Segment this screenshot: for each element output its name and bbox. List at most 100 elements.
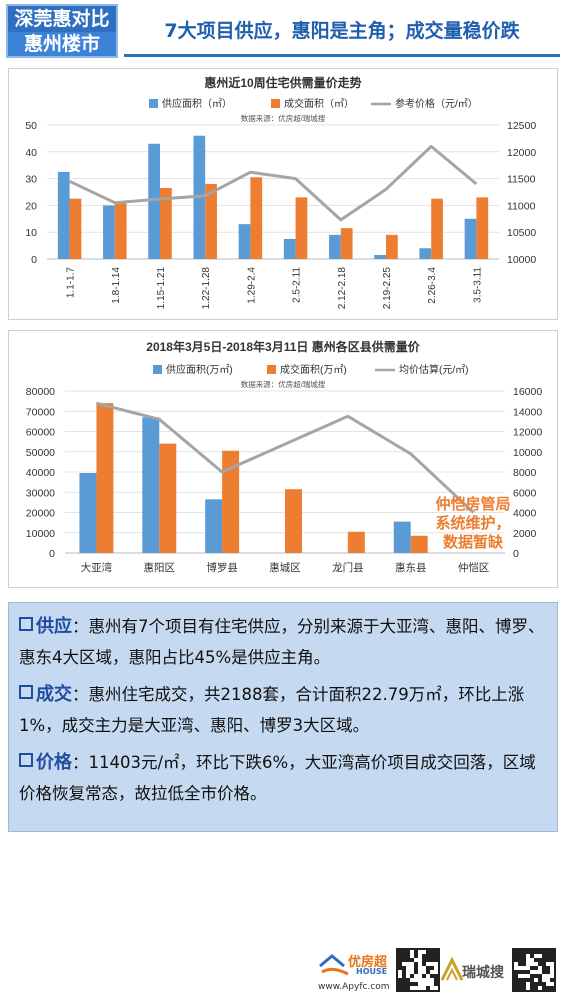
legend-label: 成交面积（㎡） [284, 97, 354, 110]
legend-label: 参考价格（元/㎡） [395, 97, 478, 110]
district-chart-panel: 2018年3月5日-2018年3月11日 惠州各区县供需量价 供应面积(万㎡) 成交… [8, 330, 558, 588]
qr-module [426, 986, 430, 990]
qr-module [434, 950, 438, 954]
bar [160, 187, 172, 259]
qr-module [538, 962, 542, 966]
qr-module [534, 950, 538, 954]
deal-summary: 成交：惠州住宅成交，共2188套，合计面积22.79万㎡，环比上涨1%，成交主力… [19, 679, 547, 741]
supply-summary: 供应：惠州有7个项目有住宅供应，分别来源于大亚湾、惠阳、博罗、惠东4大区域，惠阳… [19, 611, 547, 673]
y-tick-right: 10000 [513, 447, 542, 459]
bar [148, 143, 160, 259]
logo2-name: 瑞城搜 [462, 965, 504, 981]
header: 深莞惠对比 惠州楼市 7大项目供应，惠阳是主角；成交量稳价跌 [0, 0, 566, 62]
bar [410, 535, 428, 553]
title-underline [124, 54, 560, 57]
y-tick-left: 10000 [26, 528, 55, 540]
qr-module [514, 958, 518, 962]
qr-module [402, 954, 406, 958]
logo1-name: 优房超 [348, 955, 388, 970]
qr-module [526, 950, 530, 954]
qr-module [410, 958, 414, 962]
qr-module [406, 950, 410, 954]
qr-module [414, 950, 418, 954]
qr-module [538, 974, 542, 978]
qr-module [542, 958, 546, 962]
website-url: www.Apyfc.com [318, 982, 390, 992]
qr-module [526, 978, 530, 982]
y-tick-right: 4000 [513, 508, 537, 520]
qr-module [410, 982, 414, 986]
qr-module [514, 954, 518, 958]
legend-label: 供应面积（㎡） [162, 97, 232, 110]
bar [205, 183, 217, 259]
qr-module [522, 958, 526, 962]
y-tick-right: 12500 [507, 120, 536, 132]
bar [285, 489, 302, 553]
qr-module [530, 950, 534, 954]
qr-module [546, 950, 550, 954]
bar [69, 198, 82, 259]
qr-module [518, 982, 522, 986]
qr-module [522, 962, 526, 966]
x-tick-label: 惠东县 [395, 561, 427, 574]
y-tick-right: 14000 [513, 406, 542, 418]
qr-module [406, 982, 410, 986]
bar [329, 234, 341, 259]
annotation-text: 仲恺房管局 [435, 495, 510, 513]
qr-module [426, 950, 430, 954]
qr-module [402, 958, 406, 962]
x-tick-label: 2.5-2.11 [292, 267, 303, 303]
qr-module [422, 958, 426, 962]
qr-module [522, 986, 526, 990]
bar [142, 417, 160, 553]
price-line [96, 401, 475, 514]
qr-module [434, 974, 438, 978]
qr-module [522, 970, 526, 974]
qr-module [530, 974, 534, 978]
qr-module [522, 954, 526, 958]
bar [103, 205, 115, 259]
qr-module [422, 962, 426, 966]
bar [295, 197, 308, 259]
qr-module [402, 970, 406, 974]
bar [96, 403, 114, 553]
qr-module [514, 978, 518, 982]
qr-module [514, 986, 518, 990]
qr-module [430, 954, 434, 958]
y-tick-left: 20 [25, 200, 37, 212]
bar [431, 198, 443, 259]
qr-module [406, 986, 410, 990]
qr-module [518, 954, 522, 958]
qr-module [514, 970, 518, 974]
qr-module [546, 970, 550, 974]
badge-line2: 惠州楼市 [8, 32, 116, 56]
bar [476, 197, 489, 259]
qr-module [410, 974, 414, 978]
y-tick-right: 2000 [513, 528, 537, 540]
price-key: 价格 [36, 752, 72, 773]
ruichengsou-logo: 瑞城搜 [440, 950, 510, 992]
y-tick-left: 30 [25, 174, 37, 186]
y-tick-left: 50 [25, 120, 37, 132]
y-tick-right: 12000 [513, 427, 542, 439]
qr-module [434, 978, 438, 982]
qr-module [546, 986, 550, 990]
house-icon [319, 954, 349, 976]
qr-module [534, 982, 538, 986]
bar [159, 443, 177, 553]
x-tick-label: 1.8-1.14 [111, 267, 122, 304]
y-tick-left: 0 [31, 254, 37, 266]
qr-module [402, 950, 406, 954]
qr-module [542, 970, 546, 974]
qr-module [402, 982, 406, 986]
bar [205, 499, 223, 553]
y-tick-right: 6000 [513, 487, 537, 499]
y-tick-right: 16000 [513, 386, 542, 398]
x-tick-label: 1.22-1.28 [201, 267, 212, 310]
qr-module [414, 982, 418, 986]
bar [283, 238, 296, 259]
bar [347, 531, 365, 553]
qr-module [530, 966, 534, 970]
legend-swatch [271, 99, 280, 108]
